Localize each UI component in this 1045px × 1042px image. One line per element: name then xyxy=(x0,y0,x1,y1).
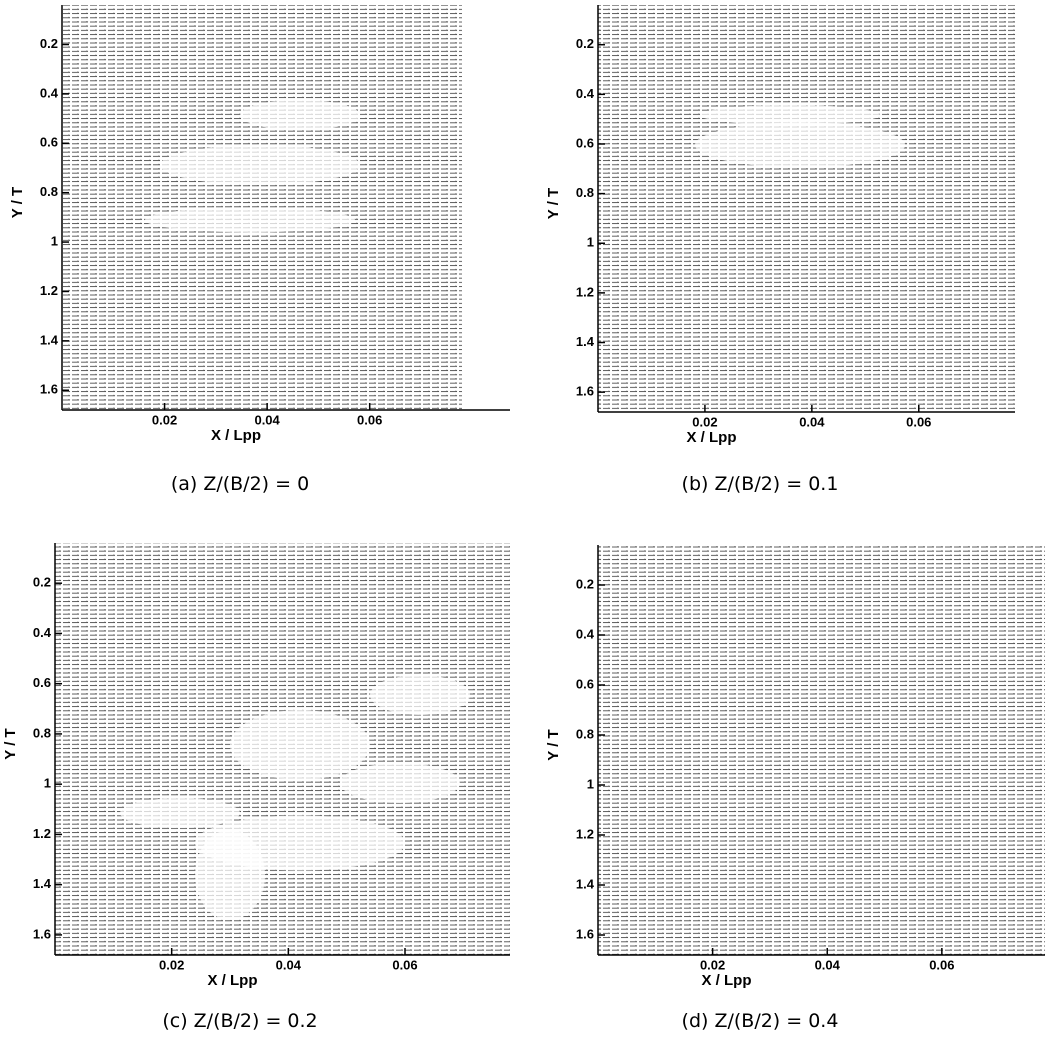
y-tick-label: 1 xyxy=(51,234,58,249)
caption: (b) Z/(B/2) = 0.1 xyxy=(682,473,839,495)
y-tick-label: 1.4 xyxy=(33,876,52,891)
panel: 0.2 0.4 0.6 0.8 1 1.2 1.4 1.6 0.02 0.04 0.06 X / Lp… xyxy=(545,5,1015,495)
y-tick-label: 0.6 xyxy=(576,676,594,691)
y-tick-label: 1.6 xyxy=(576,384,594,399)
x-tick-label: 0.06 xyxy=(906,414,931,429)
low-velocity-region xyxy=(240,100,360,130)
y-tick-label: 1.2 xyxy=(576,826,594,841)
y-tick-label: 1.2 xyxy=(33,826,51,841)
panel: 0.2 0.4 0.6 0.8 1 1.2 1.4 1.6 0.02 0.04 0.06 X / Lp… xyxy=(195,545,1045,1032)
y-tick-label: 0.2 xyxy=(33,575,51,590)
low-velocity-region xyxy=(230,710,370,780)
x-axis-label: X / Lpp xyxy=(208,972,258,989)
low-velocity-region xyxy=(120,798,240,828)
y-tick-label: 0.6 xyxy=(40,135,58,150)
x-tick-label: 0.06 xyxy=(929,957,954,972)
x-tick-label: 0.06 xyxy=(357,412,382,427)
y-tick-label: 1.4 xyxy=(576,876,595,891)
low-velocity-region xyxy=(195,830,265,920)
x-tick-label: 0.02 xyxy=(700,957,725,972)
y-tick-label: 0.6 xyxy=(576,135,594,150)
x-axis-label: X / Lpp xyxy=(702,972,752,989)
low-velocity-region xyxy=(145,207,355,233)
y-tick-label: 1.4 xyxy=(40,332,59,347)
x-axis-label: X / Lpp xyxy=(687,429,737,446)
y-tick-label: 0.4 xyxy=(33,625,52,640)
x-tick-label: 0.02 xyxy=(159,957,184,972)
x-tick-label: 0.06 xyxy=(392,957,417,972)
low-velocity-region xyxy=(370,675,470,715)
vector-field xyxy=(598,545,1045,955)
y-tick-label: 0.8 xyxy=(576,726,594,741)
low-velocity-region xyxy=(700,105,880,125)
x-axis-label: X / Lpp xyxy=(211,427,261,444)
caption: (d) Z/(B/2) = 0.4 xyxy=(682,1010,839,1032)
y-tick-label: 0.4 xyxy=(576,626,595,641)
y-tick-label: 1 xyxy=(587,235,594,250)
y-tick-label: 0.4 xyxy=(40,85,59,100)
x-tick-label: 0.04 xyxy=(799,414,825,429)
vector-field xyxy=(62,5,462,410)
y-tick-label: 1.2 xyxy=(40,283,58,298)
panel: 0.2 0.4 0.6 0.8 1 1.2 1.4 1.6 0.02 0.04 0.06 X / Lp… xyxy=(2,543,510,1032)
y-tick-label: 1.6 xyxy=(33,926,51,941)
y-axis-label: Y / T xyxy=(545,188,562,219)
y-tick-label: 0.4 xyxy=(576,86,595,101)
y-tick-label: 0.8 xyxy=(576,185,594,200)
x-tick-label: 0.04 xyxy=(254,412,280,427)
y-tick-label: 1.4 xyxy=(576,334,595,349)
y-axis-label: Y / T xyxy=(545,729,562,760)
y-tick-label: 0.8 xyxy=(40,184,58,199)
x-tick-label: 0.02 xyxy=(692,414,717,429)
y-tick-label: 1.6 xyxy=(576,926,594,941)
x-tick-label: 0.02 xyxy=(152,412,177,427)
low-velocity-region xyxy=(695,122,905,168)
y-tick-label: 1 xyxy=(44,776,51,791)
y-tick-label: 0.2 xyxy=(40,36,58,51)
caption: (a) Z/(B/2) = 0 xyxy=(171,473,309,495)
y-tick-label: 1.6 xyxy=(40,382,58,397)
y-axis-label: Y / T xyxy=(9,187,26,218)
y-tick-label: 0.6 xyxy=(33,675,51,690)
x-tick-label: 0.04 xyxy=(276,957,302,972)
y-tick-label: 0.8 xyxy=(33,725,51,740)
y-tick-label: 1.2 xyxy=(576,284,594,299)
low-velocity-region xyxy=(340,763,460,803)
vector-field xyxy=(598,5,1015,412)
y-tick-label: 0.2 xyxy=(576,36,594,51)
x-tick-label: 0.04 xyxy=(815,957,841,972)
panel: 0.2 0.4 0.6 0.8 1 1.2 1.4 1.6 0.02 0.04 0.06 X / Lp… xyxy=(9,5,510,495)
low-velocity-region xyxy=(160,145,360,185)
y-axis-label: Y / T xyxy=(2,728,19,759)
caption: (c) Z/(B/2) = 0.2 xyxy=(162,1010,317,1032)
y-tick-label: 1 xyxy=(587,776,594,791)
y-tick-label: 0.2 xyxy=(576,576,594,591)
